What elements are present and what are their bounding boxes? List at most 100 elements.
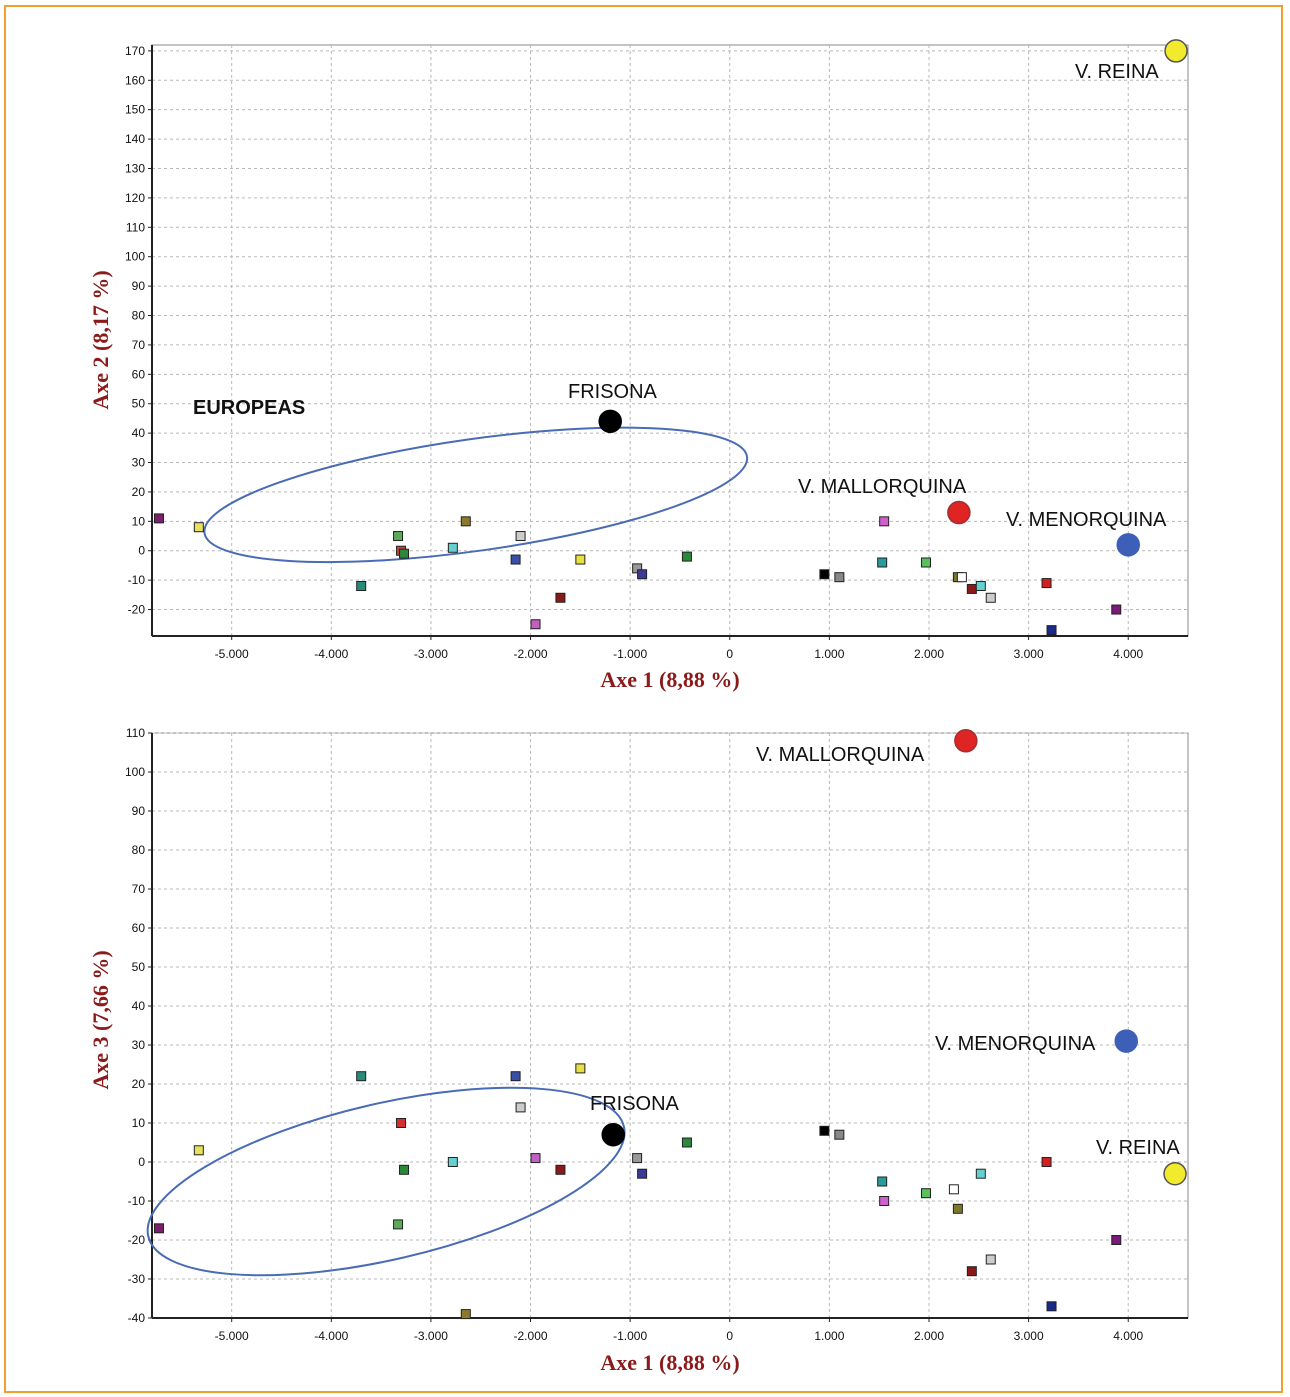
data-point	[530, 1153, 541, 1164]
y-tick-label: 60	[132, 921, 146, 935]
x-tick-label: 4.000	[1113, 647, 1143, 661]
data-point	[834, 572, 845, 583]
highlight-label: V. REINA	[1096, 1137, 1180, 1159]
x-tick-label: -4.000	[314, 647, 348, 661]
highlight-label: V. MENORQUINA	[1006, 509, 1167, 531]
y-tick-label: 110	[126, 726, 145, 740]
data-point	[510, 1071, 521, 1082]
data-point	[637, 1168, 648, 1179]
data-point	[575, 554, 586, 565]
y-tick-label: 100	[125, 250, 145, 264]
data-point	[447, 542, 458, 553]
data-point	[681, 1137, 692, 1148]
x-axis-title: Axe 1 (8,88 %)	[600, 1350, 739, 1375]
x-tick-label: -1.000	[613, 647, 647, 661]
data-point	[460, 516, 471, 527]
y-tick-label: 30	[132, 456, 146, 470]
x-tick-label: -5.000	[215, 647, 249, 661]
x-tick-label: 1.000	[814, 647, 844, 661]
x-tick-label: -3.000	[414, 647, 448, 661]
y-tick-label: 150	[125, 103, 145, 117]
y-tick-label: 160	[125, 73, 145, 87]
figure-frame	[4, 5, 1283, 1393]
data-point	[193, 1145, 204, 1156]
y-axis-title: Axe 3 (7,66 %)	[88, 950, 113, 1089]
data-point	[393, 531, 404, 542]
scatter-chart-1: -20 -10 0 10 20 30 40 50 60 70 80 90 100 110 120 130 140…	[88, 39, 1189, 692]
y-tick-label: 70	[132, 338, 146, 352]
plot-area	[151, 44, 1189, 637]
y-tick-label: 10	[132, 514, 146, 528]
group-label: EUROPEAS	[193, 397, 305, 419]
x-tick-label: 0	[726, 647, 733, 661]
y-axis-title: Axe 2 (8,17 %)	[88, 270, 113, 409]
highlight-label: V. MALLORQUINA	[756, 744, 925, 766]
x-tick-label: 3.000	[1014, 1329, 1044, 1343]
data-point	[530, 619, 541, 630]
group-ellipse	[203, 426, 749, 564]
data-point	[877, 557, 888, 568]
highlight-label: V. REINA	[1075, 61, 1159, 83]
data-point	[966, 1266, 977, 1277]
data-point	[153, 513, 164, 524]
data-point	[975, 581, 986, 592]
data-point	[921, 1188, 932, 1199]
data-point	[447, 1157, 458, 1167]
data-point	[1041, 1157, 1052, 1167]
data-point	[575, 1063, 586, 1074]
data-point	[510, 554, 521, 565]
data-point	[1111, 604, 1122, 615]
y-tick-label: 50	[132, 397, 146, 411]
y-tick-label: 30	[132, 1038, 146, 1052]
y-tick-label: 40	[132, 999, 146, 1013]
data-point	[877, 1176, 888, 1187]
data-point	[948, 1184, 959, 1195]
y-tick-label: -10	[128, 1194, 146, 1208]
highlight-label: FRISONA	[568, 381, 658, 403]
scatter-chart-2: -40 -30 -20 -10 0 10 20 30 40 50 60 70 80 90 100 110 -5.…	[88, 726, 1189, 1375]
data-point	[1046, 1301, 1057, 1312]
y-tick-label: -40	[128, 1311, 146, 1325]
data-point	[356, 1071, 367, 1082]
highlight-point	[1164, 39, 1188, 63]
group-ellipse	[146, 1086, 626, 1277]
data-point	[555, 1164, 566, 1175]
y-tick-label: 20	[132, 485, 146, 499]
x-tick-label: 4.000	[1113, 1329, 1143, 1343]
y-tick-label: 70	[132, 882, 146, 896]
highlight-point	[1116, 533, 1140, 557]
y-tick-label: 80	[132, 843, 146, 857]
data-point	[399, 1164, 410, 1175]
y-tick-label: -10	[128, 573, 146, 587]
data-point	[1046, 625, 1057, 636]
y-tick-label: 10	[132, 1116, 146, 1130]
data-point	[356, 581, 367, 592]
y-tick-label: 110	[126, 220, 145, 234]
data-point	[819, 1125, 830, 1136]
data-point	[396, 1118, 407, 1128]
x-tick-label: 3.000	[1014, 647, 1044, 661]
data-point	[819, 569, 830, 580]
y-tick-label: 40	[132, 426, 146, 440]
y-tick-label: 90	[132, 804, 146, 818]
x-tick-label: 1.000	[814, 1329, 844, 1343]
x-tick-label: -2.000	[514, 1329, 548, 1343]
highlight-label: V. MENORQUINA	[935, 1033, 1096, 1055]
data-point	[966, 583, 977, 594]
y-tick-label: 50	[132, 960, 146, 974]
x-tick-label: -4.000	[314, 1329, 348, 1343]
y-tick-label: 140	[125, 132, 145, 146]
data-point	[555, 592, 566, 603]
x-tick-label: 2.000	[914, 1329, 944, 1343]
x-tick-label: -1.000	[613, 1329, 647, 1343]
highlight-point	[947, 500, 971, 525]
y-tick-label: 80	[132, 309, 146, 323]
highlight-point	[1163, 1161, 1187, 1186]
data-point	[153, 1223, 164, 1234]
x-tick-label: -3.000	[414, 1329, 448, 1343]
y-tick-label: 170	[125, 44, 145, 58]
y-tick-label: 130	[125, 161, 145, 175]
y-tick-label: 120	[125, 191, 145, 205]
data-point	[632, 1153, 643, 1164]
y-tick-label: 100	[125, 765, 145, 779]
